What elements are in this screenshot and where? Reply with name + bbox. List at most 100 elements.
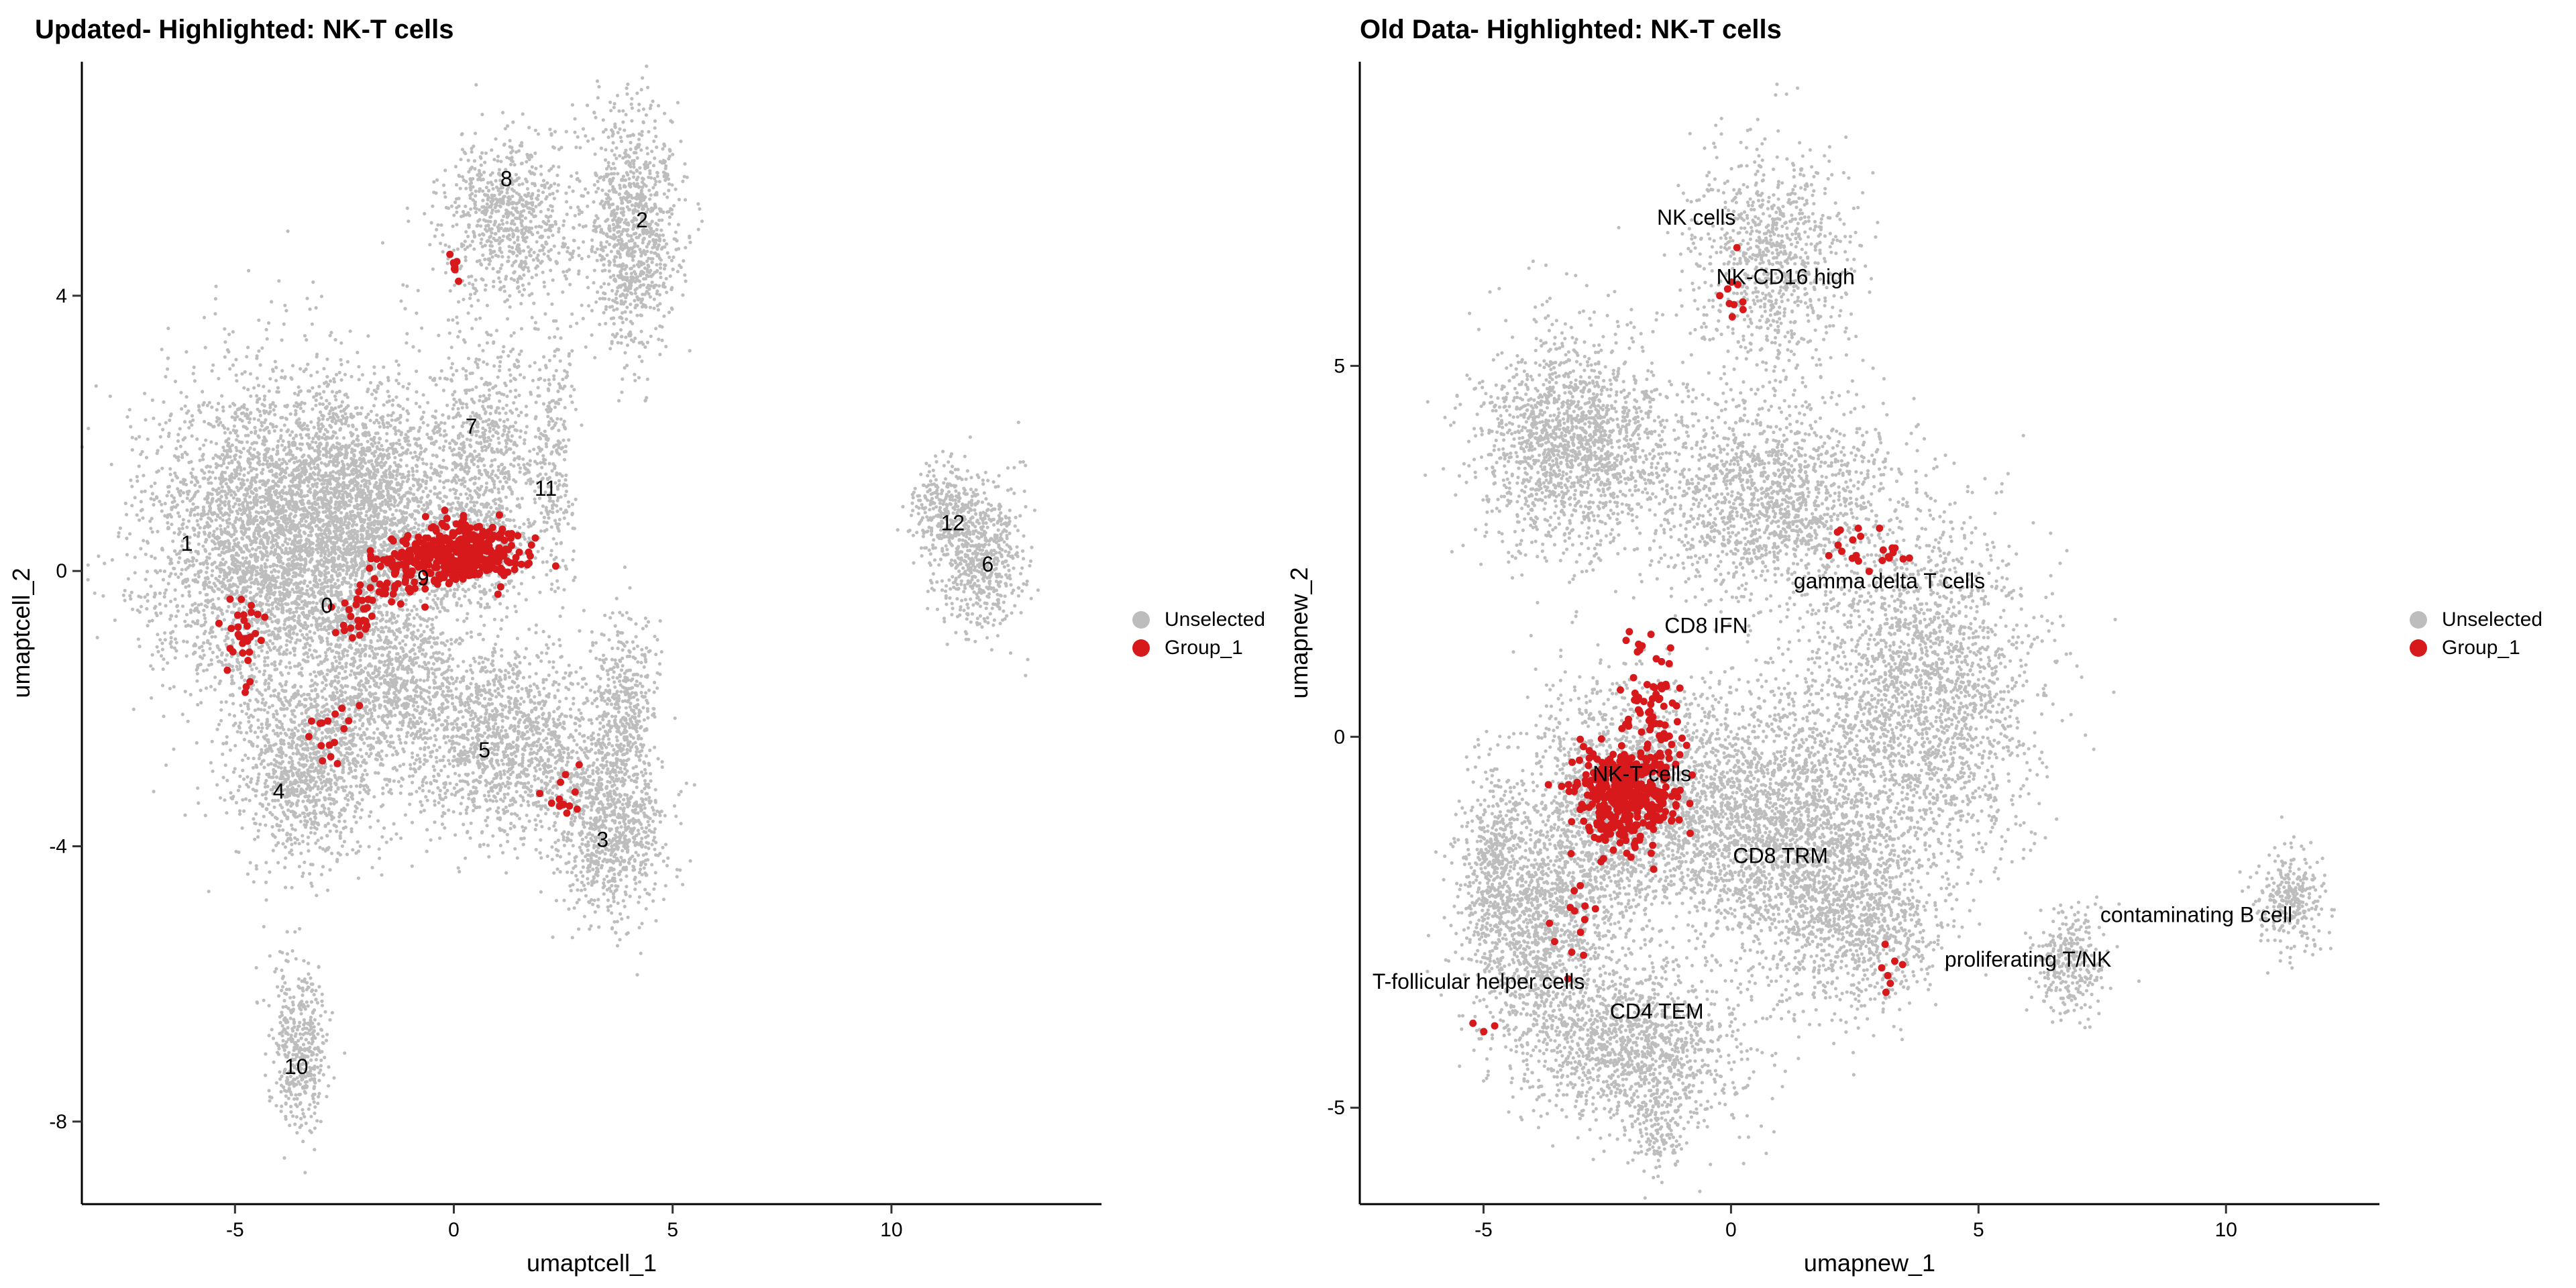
unselected-point (202, 669, 205, 672)
unselected-point (163, 595, 166, 598)
unselected-point (270, 550, 273, 553)
unselected-point (369, 419, 372, 422)
unselected-point (200, 602, 203, 606)
unselected-point (381, 415, 384, 419)
unselected-point (412, 492, 415, 496)
unselected-point (122, 594, 125, 597)
unselected-point (319, 396, 323, 399)
unselected-point (103, 561, 106, 565)
unselected-point (338, 371, 341, 374)
unselected-point (297, 393, 300, 396)
unselected-point (245, 712, 248, 716)
unselected-point (311, 547, 314, 550)
unselected-point (221, 612, 224, 615)
unselected-point (255, 473, 258, 476)
unselected-point (385, 635, 388, 639)
unselected-point (217, 547, 221, 550)
unselected-point (239, 721, 242, 724)
unselected-point (339, 590, 343, 594)
unselected-point (150, 696, 153, 700)
unselected-point (397, 439, 400, 442)
unselected-point (270, 485, 273, 488)
unselected-point (332, 458, 335, 461)
unselected-point (298, 421, 301, 425)
unselected-point (180, 407, 183, 411)
unselected-point (176, 576, 180, 579)
unselected-point (356, 533, 359, 537)
unselected-point (217, 541, 220, 544)
unselected-point (312, 512, 315, 515)
unselected-point (397, 382, 400, 385)
unselected-point (246, 345, 250, 349)
unselected-point (339, 451, 342, 454)
unselected-point (215, 519, 218, 522)
unselected-point (269, 674, 272, 678)
unselected-point (245, 355, 248, 358)
unselected-point (167, 490, 170, 494)
unselected-point (385, 449, 388, 452)
unselected-point (202, 608, 205, 612)
unselected-point (259, 428, 262, 431)
unselected-point (233, 502, 237, 506)
unselected-point (272, 401, 275, 405)
unselected-point (223, 457, 226, 460)
unselected-point (290, 616, 294, 619)
unselected-point (235, 665, 238, 668)
unselected-point (278, 590, 281, 594)
unselected-point (219, 524, 222, 527)
unselected-point (266, 510, 270, 513)
unselected-point (411, 470, 415, 473)
unselected-point (221, 453, 225, 457)
unselected-point (237, 545, 240, 549)
unselected-point (229, 431, 232, 435)
unselected-point (259, 521, 262, 525)
unselected-point (391, 398, 394, 402)
unselected-point (248, 466, 252, 469)
unselected-point (355, 515, 358, 518)
unselected-point (237, 607, 241, 610)
unselected-point (317, 477, 320, 480)
unselected-point (260, 564, 263, 568)
unselected-point (207, 470, 211, 474)
unselected-point (248, 675, 251, 678)
unselected-point (293, 539, 297, 543)
unselected-point (182, 478, 185, 481)
unselected-point (263, 669, 266, 673)
unselected-point (278, 560, 281, 564)
unselected-point (287, 451, 290, 455)
unselected-point (136, 513, 139, 517)
unselected-point (240, 676, 244, 679)
unselected-point (146, 593, 149, 596)
unselected-point (411, 531, 415, 534)
unselected-point (257, 646, 260, 649)
unselected-point (257, 572, 260, 576)
unselected-point (318, 505, 321, 508)
unselected-point (166, 513, 170, 517)
unselected-point (235, 568, 238, 572)
unselected-point (240, 441, 244, 444)
unselected-point (210, 519, 213, 523)
unselected-point (140, 500, 143, 503)
unselected-point (306, 424, 309, 427)
unselected-point (262, 435, 266, 439)
unselected-point (231, 669, 234, 672)
unselected-point (288, 651, 292, 655)
unselected-point (231, 415, 234, 419)
unselected-point (176, 604, 179, 607)
unselected-point (258, 460, 261, 463)
unselected-point (256, 455, 259, 458)
unselected-point (280, 443, 284, 447)
unselected-point (248, 699, 252, 702)
unselected-point (304, 559, 307, 562)
unselected-point (291, 443, 294, 447)
unselected-point (225, 496, 228, 500)
unselected-point (333, 380, 336, 384)
unselected-point (323, 570, 327, 573)
unselected-point (176, 433, 180, 436)
unselected-point (218, 503, 221, 506)
unselected-point (193, 651, 197, 654)
unselected-point (204, 621, 207, 624)
unselected-point (331, 476, 335, 479)
unselected-point (311, 386, 314, 390)
unselected-point (290, 520, 293, 523)
